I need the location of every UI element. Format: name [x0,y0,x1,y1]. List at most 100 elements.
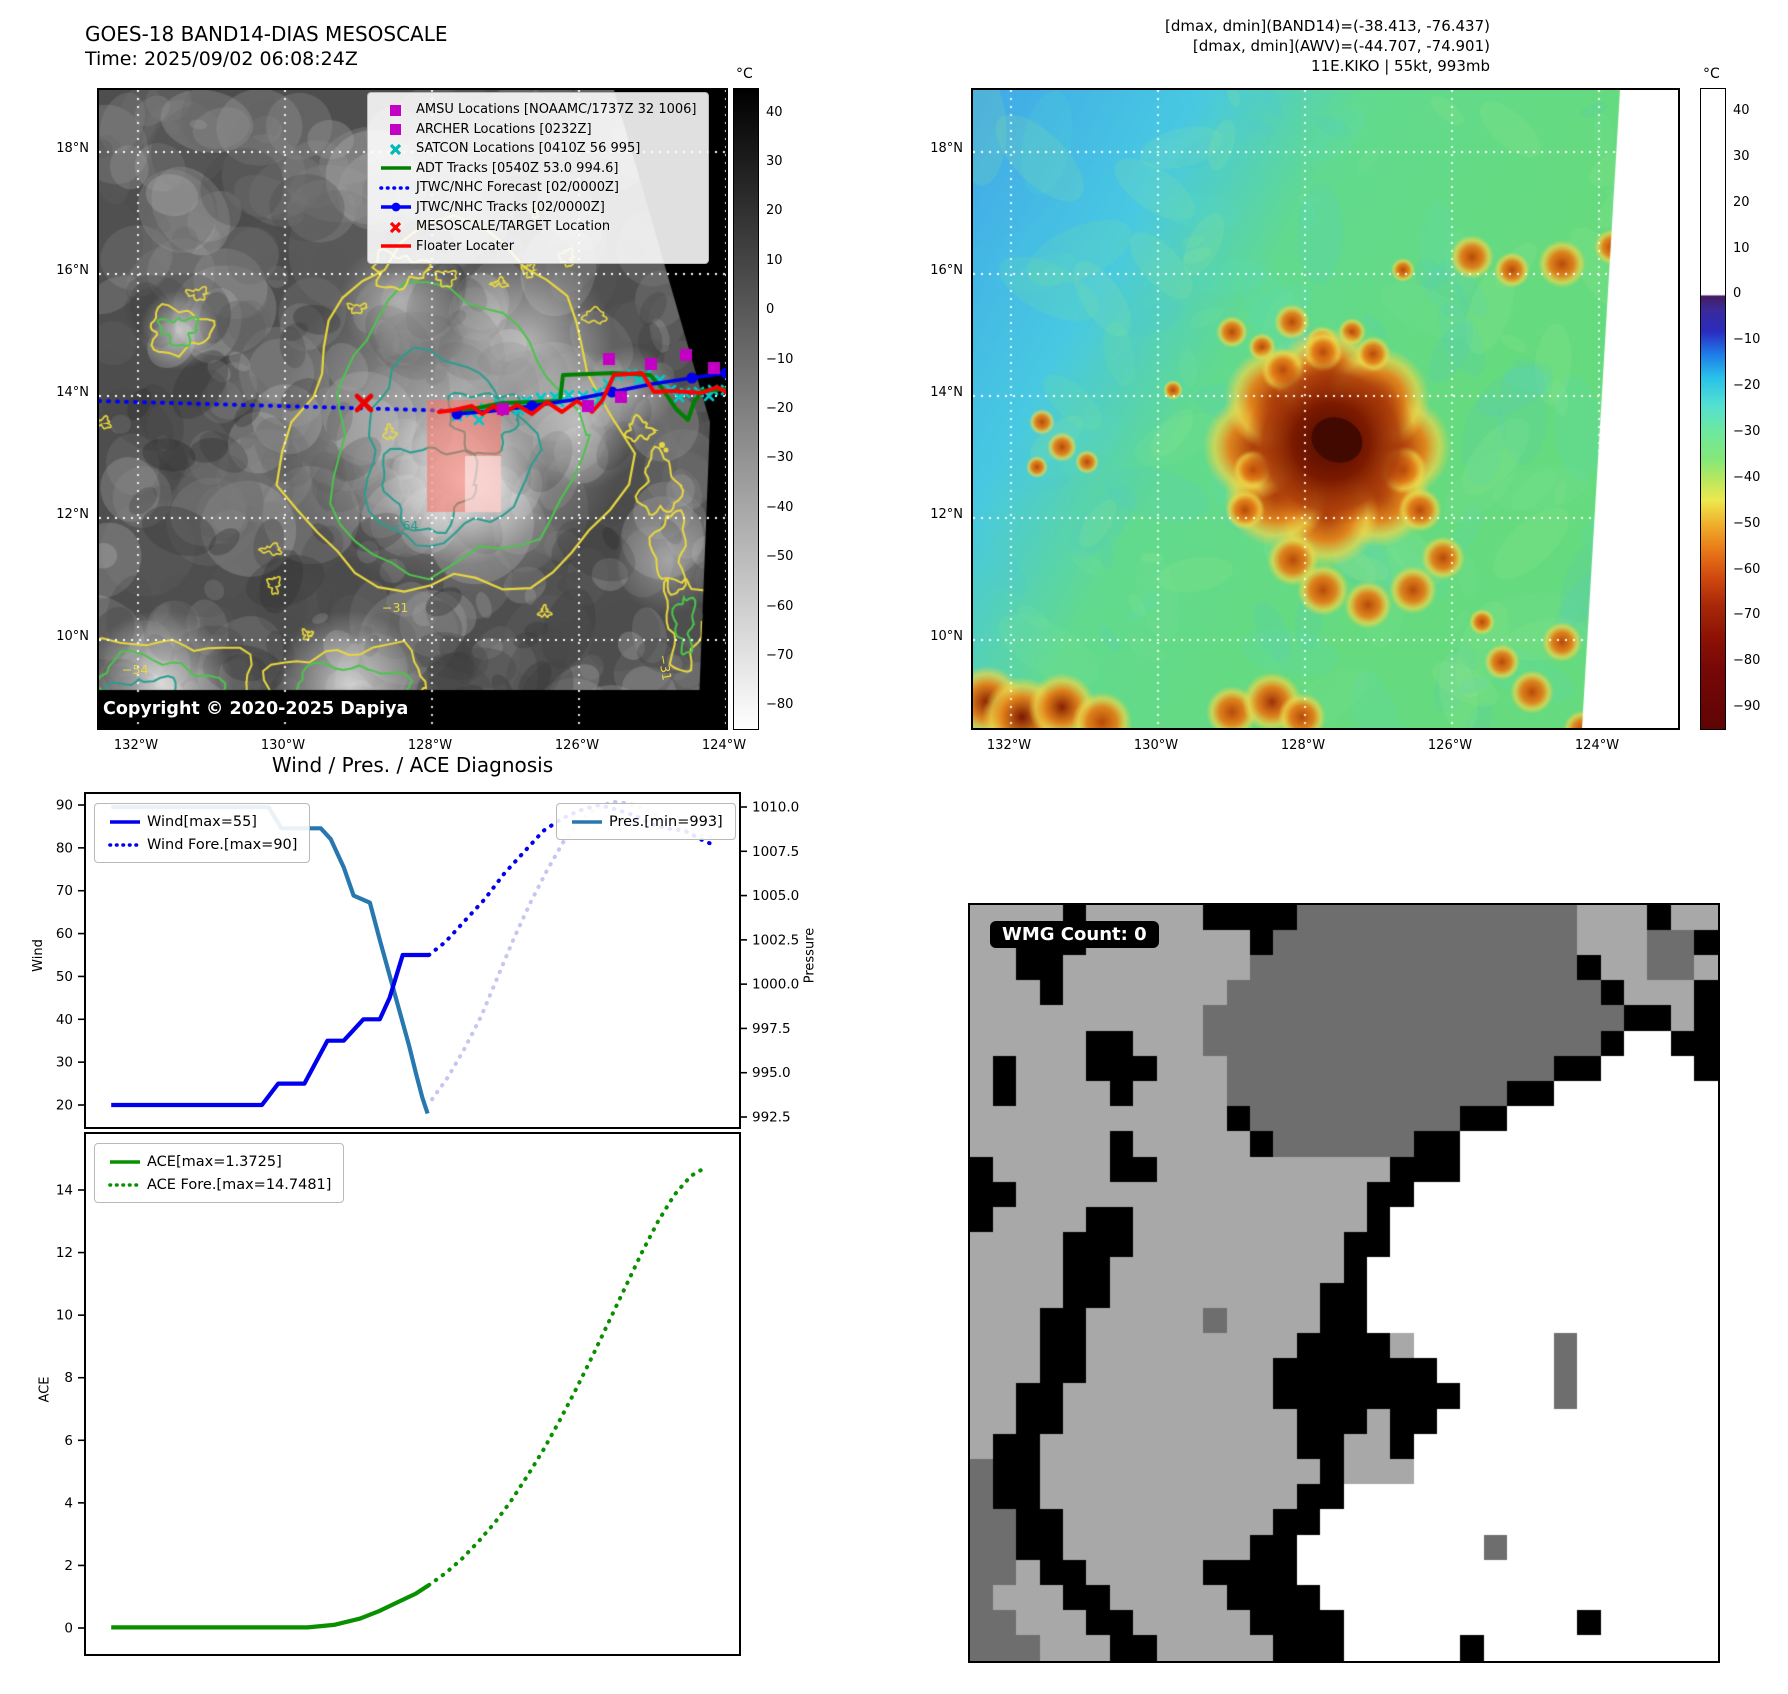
colorbar2-tick: 30 [1733,148,1750,164]
svg-text:1000.0: 1000.0 [752,977,799,993]
square-marker-icon [390,124,401,136]
svg-text:30: 30 [56,1055,73,1071]
colorbar2-tick: 0 [1733,286,1742,302]
svg-text:14: 14 [56,1183,73,1199]
x-marker-icon [389,143,402,155]
colorbar2-tick: 20 [1733,194,1750,210]
line-icon [110,1159,140,1164]
legend-row: JTWC/NHC Tracks [02/0000Z] [376,198,696,218]
contour-label: −54 [122,662,149,677]
map2-lat-label: 18°N [930,141,963,156]
legend-row: MESOSCALE/TARGET Location [376,217,696,237]
dotted-line-icon [108,1182,142,1187]
svg-text:1002.5: 1002.5 [752,932,799,948]
legend-label: Pres.[min=993] [609,813,723,830]
legend-row: JTWC/NHC Forecast [02/0000Z] [376,178,696,198]
colorbar2-tick: −40 [1733,469,1761,485]
legend-row: Floater Locater [376,237,696,257]
colorbar1-tick: −20 [766,401,794,416]
legend-label: Floater Locater [416,238,515,254]
colorbar2-tick: −30 [1733,423,1761,439]
diagnosis-title: Wind / Pres. / ACE Diagnosis [271,753,554,777]
colorbar1-tick: 10 [766,252,783,268]
colorbar1-tick: 20 [766,203,783,219]
legend-row: ACE[max=1.3725] [103,1150,331,1173]
pressure-axis-label: Pressure [802,927,818,984]
storm-info: [dmax, dmin](BAND14)=(-38.413, -76.437) … [990,16,1490,76]
svg-text:90: 90 [56,798,73,814]
map2-lon-label: 132°W [986,738,1032,753]
colorbar1-tick: −60 [766,598,794,614]
svg-text:4: 4 [64,1495,73,1511]
colorbar2 [1700,88,1726,730]
map2-lat-label: 12°N [930,507,963,522]
contour-label: −64 [392,518,419,533]
map1-lat-label: 16°N [56,263,89,278]
dotted-line-icon [379,185,413,190]
colorbar1 [733,88,759,730]
map2-lon-label: 130°W [1133,738,1179,753]
legend-row: AMSU Locations [NOAAMC/1737Z 32 1006] [376,100,696,120]
svg-text:6: 6 [64,1433,73,1449]
line-icon [381,166,411,171]
svg-text:992.5: 992.5 [752,1110,791,1126]
contour-label: −31 [382,600,409,615]
legend-label: ARCHER Locations [0232Z] [416,121,592,137]
dotted-line-icon [108,842,142,847]
legend-label: JTWC/NHC Tracks [02/0000Z] [416,199,605,215]
svg-text:2: 2 [64,1558,73,1574]
svg-text:20: 20 [56,1098,73,1114]
map1-lat-label: 14°N [56,385,89,400]
map2-lon-label: 126°W [1427,738,1473,753]
awv-map-image [973,90,1678,728]
svg-text:995.0: 995.0 [752,1065,791,1081]
colorbar1-tick: −70 [766,647,794,663]
legend-row: Pres.[min=993] [565,810,723,833]
svg-text:997.5: 997.5 [752,1021,791,1037]
svg-text:0: 0 [64,1621,73,1637]
legend-label: AMSU Locations [NOAAMC/1737Z 32 1006] [416,102,697,118]
wind-legend: Wind[max=55] Wind Fore.[max=90] [94,803,311,863]
wind-axis-label: Wind [30,939,46,972]
map1-lon-label: 124°W [701,738,747,753]
legend-row: ACE Fore.[max=14.7481] [103,1173,331,1196]
legend-label: SATCON Locations [0410Z 56 995] [416,141,641,157]
pressure-legend: Pres.[min=993] [556,803,736,840]
legend-label: Wind Fore.[max=90] [147,836,298,853]
info-awv: [dmax, dmin](AWV)=(-44.707, -74.901) [1192,37,1490,55]
svg-text:70: 70 [56,883,73,899]
square-marker-icon [390,104,401,116]
wmg-map-image [970,905,1718,1661]
band14-map-legend: AMSU Locations [NOAAMC/1737Z 32 1006] ARC… [367,92,710,264]
colorbar1-tick: 0 [766,302,775,318]
colorbar1-unit: °C [736,66,753,82]
map1-lat-label: 12°N [56,507,89,522]
map2-lat-label: 10°N [930,629,963,644]
legend-label: ACE[max=1.3725] [147,1153,282,1170]
colorbar1-tick: 30 [766,154,783,170]
colorbar2-tick: 10 [1733,240,1750,256]
map1-lon-label: 132°W [113,738,159,753]
info-band14: [dmax, dmin](BAND14)=(-38.413, -76.437) [1165,17,1490,35]
x-marker-icon [389,221,402,233]
svg-text:60: 60 [56,926,73,942]
colorbar2-tick: −10 [1733,332,1761,348]
line-icon [110,819,140,824]
legend-row: SATCON Locations [0410Z 56 995] [376,139,696,159]
line-icon [572,819,602,824]
colorbar1-tick: −50 [766,549,794,565]
map1-lon-label: 126°W [554,738,600,753]
legend-row: ADT Tracks [0540Z 53.0 994.6] [376,159,696,179]
page-title: GOES-18 BAND14-DIAS MESOSCALE [85,22,448,46]
copyright-label: Copyright © 2020-2025 Dapiya [99,697,417,722]
svg-text:8: 8 [64,1370,73,1386]
colorbar1-tick: −30 [766,450,794,466]
legend-label: JTWC/NHC Forecast [02/0000Z] [416,180,619,196]
colorbar2-tick: 40 [1733,102,1750,118]
colorbar1-tick: 40 [766,104,783,120]
legend-row: Wind[max=55] [103,810,297,833]
map2-lon-label: 128°W [1280,738,1326,753]
line-icon [381,244,411,249]
map1-lat-label: 10°N [56,629,89,644]
svg-text:10: 10 [56,1308,73,1324]
